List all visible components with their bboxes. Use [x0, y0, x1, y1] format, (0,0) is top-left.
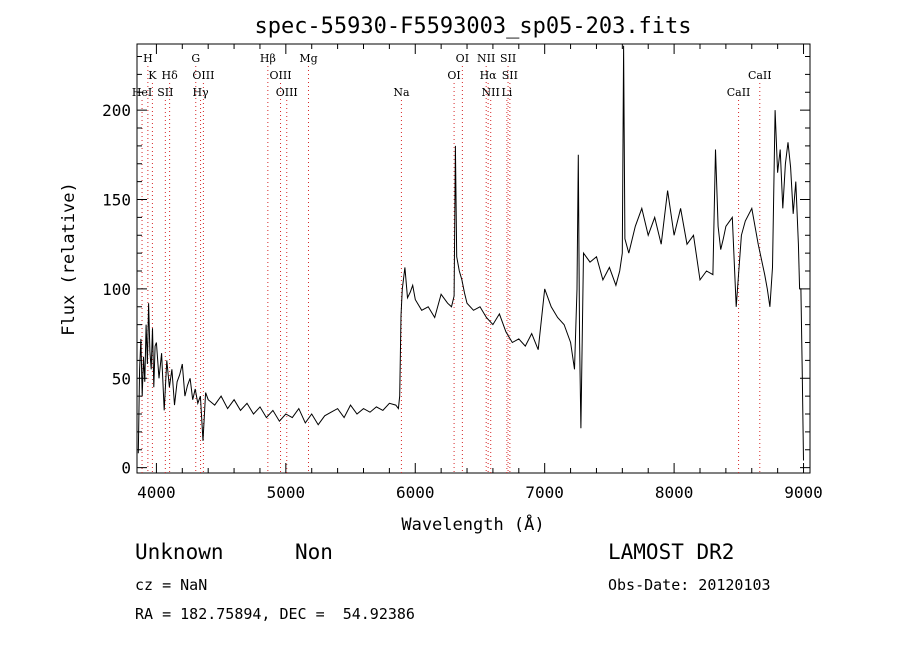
spectral-line-label: H	[143, 52, 153, 65]
x-tick-label: 6000	[396, 483, 435, 502]
x-tick-label: 5000	[267, 483, 306, 502]
x-tick-label: 4000	[137, 483, 176, 502]
y-tick-label: 200	[102, 101, 131, 120]
spectral-line-label: HeI	[132, 86, 152, 99]
spectral-line-label: SII	[500, 52, 516, 65]
axes-layer: 4000 5000 6000 7000 8000 9000 0 50 100 150 200	[102, 44, 823, 502]
survey-text: LAMOST DR2	[608, 540, 735, 564]
spectral-line-label: OIII	[192, 69, 214, 82]
spectrum-line	[137, 45, 804, 461]
spectral-line-label: NII	[482, 86, 500, 99]
spectral-line-label: Hγ	[192, 86, 209, 99]
spectral-line-label: SII	[157, 86, 173, 99]
class-text: Unknown	[135, 540, 224, 564]
spectral-line-label: OI	[456, 52, 469, 65]
y-tick-label: 150	[102, 191, 131, 210]
spectral-line-label: Hδ	[162, 69, 179, 82]
x-tick-label: 9000	[784, 483, 823, 502]
spectral-line-label: G	[191, 52, 200, 65]
y-tick-label: 100	[102, 280, 131, 299]
spectral-line-label: SII	[502, 69, 518, 82]
spectral-line-label: Hβ	[260, 52, 276, 65]
chart-title: spec-55930-F5593003_sp05-203.fits	[254, 14, 691, 39]
plot-frame	[136, 43, 811, 474]
x-axis-label: Wavelength (Å)	[401, 513, 544, 535]
y-tick-label: 0	[121, 459, 131, 478]
obs-date-text: Obs-Date: 20120103	[608, 576, 771, 594]
spectral-line-label: CaII	[727, 86, 751, 99]
subclass-text: Non	[295, 540, 333, 564]
cz-text: cz = NaN	[135, 576, 208, 594]
y-tick-label: 50	[112, 369, 131, 388]
spectral-line-label: NII	[477, 52, 495, 65]
y-axis-label: Flux (relative)	[59, 182, 79, 336]
spectral-line-label: OIII	[276, 86, 298, 99]
spectral-line-label: OI	[447, 69, 460, 82]
spectral-line-label: K	[148, 69, 157, 82]
spectral-line-label: CaII	[748, 69, 772, 82]
spectral-line-label: Hα	[480, 69, 498, 82]
spectrum-series-layer	[137, 45, 804, 461]
x-tick-label: 8000	[655, 483, 694, 502]
spectral-line-label: OIII	[269, 69, 291, 82]
coords-text: RA = 182.75894, DEC = 54.92386	[135, 605, 415, 623]
spectral-lines-layer	[141, 66, 761, 473]
x-tick-label: 7000	[525, 483, 564, 502]
spectral-line-label: Na	[393, 86, 410, 99]
spectral-line-label: Mg	[299, 52, 317, 65]
spectral-line-label: Li	[501, 86, 512, 99]
